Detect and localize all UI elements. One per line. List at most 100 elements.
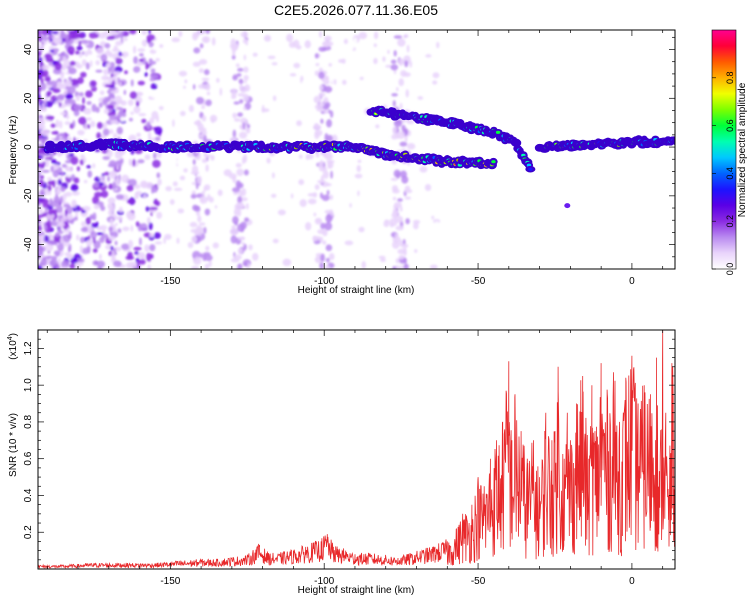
spectrogram-speckle-blob [64,209,68,217]
spectrogram-speckle-blob [205,164,209,172]
spectrogram-speckle-blob [276,265,283,269]
spectrogram-speckle-blob [326,118,333,128]
spectrogram-speckle-blob [78,40,82,47]
spectrogram-speckle-blob [53,250,61,256]
spectrogram-speckle-blob [261,108,270,113]
spectrogram-speckle-blob [127,212,136,221]
spectrogram-speckle-blob [80,226,88,233]
spectrogram-speckle-blob [204,263,210,269]
spectrogram-speckle-blob [126,184,134,192]
y-tick-label: -40 [23,237,34,252]
spectrogram-speckle-blob [395,87,399,92]
spectrogram-speckle-blob [115,40,123,46]
spectrogram-speckle-blob [195,225,203,233]
spectrogram-speckle-blob [172,181,178,187]
spectrogram-speckle-blob [56,190,61,195]
spectrogram-panel: -150 -100 -50 0 -40 -20 0 20 40 Height of strai… [8,29,676,296]
spectrogram-speckle-blob [172,119,175,128]
spectrogram-speckle-blob [206,91,211,96]
spectrogram-speckle-blob [169,199,175,205]
spectrogram-speckle-blob [380,258,386,263]
spectrogram-speckle-blob [40,198,49,205]
spectrogram-speckle-blob [58,77,62,82]
spectrogram-speckle-blob [119,116,126,122]
snr-y-label: SNR (10 * v/v) [8,413,19,477]
spectrogram-speckle-blob [432,80,438,85]
trace-core [491,160,496,164]
spectrogram-speckle-blob [263,34,272,42]
spectrogram-speckle-blob [422,61,429,66]
spectrogram-speckle-blob [200,252,203,259]
y-tick-label: -20 [23,188,34,203]
spectrogram-speckle-blob [148,30,151,35]
spectrogram-speckle-blob [248,244,253,251]
spectrogram-speckle-blob [325,257,330,263]
spectrogram-speckle-blob [205,245,210,252]
spectrogram-speckle-blob [96,47,105,55]
spectrogram-speckle-blob [45,115,55,120]
spectrogram-speckle-blob [138,58,144,63]
spectrogram-speckle-blob [93,240,101,249]
spectrogram-speckle-blob [378,255,386,259]
spectrogram-speckle-blob [342,79,347,85]
spectrogram-speckle-blob [108,171,116,176]
spectrogram-speckle-blob [237,208,242,217]
spectrogram-speckle-blob [197,123,204,131]
spectrogram-speckle-blob [296,244,301,253]
spectrogram-speckle-blob [152,137,155,142]
spectrogram-speckle-blob [57,179,62,186]
spectrogram-speckle-blob [243,66,249,73]
spectrogram-speckle-blob [314,217,323,225]
spectrogram-speckle-blob [120,30,125,35]
spectrogram-speckle-blob [133,106,141,114]
spectrogram-speckle-blob [134,192,139,200]
trace-blob [511,138,522,148]
spectrogram-speckle-blob [358,31,368,40]
spectrogram-speckle-blob [322,170,329,179]
spectrogram-speckle-blob [108,183,114,190]
spectrogram-speckle-blob [245,203,249,210]
spectrogram-speckle-blob [98,175,106,180]
spectrogram-speckle-blob [324,35,332,42]
spectrogram-speckle-blob [382,56,386,62]
spectrogram-speckle-blob [373,43,377,48]
spectrogram-speckle-blob [236,168,244,177]
spectrogram-speckle-blob [60,30,65,38]
page-title: C2E5.2026.077.11.36.E05 [274,2,438,18]
spectrogram-speckle-blob [54,62,63,71]
spectrogram-speckle-blob [175,159,184,165]
spectrogram-speckle-blob [47,180,55,186]
spectrogram-speckle-blob [237,182,244,189]
spectrogram-speckle-blob [420,35,427,43]
spectrogram-speckle-blob [107,175,110,182]
spectrogram-speckle-blob [373,57,378,65]
spectrogram-speckle-blob [216,77,220,83]
spectrogram-speckle-blob [141,30,147,36]
spectrogram-speckle-blob [425,54,432,58]
spectrogram-speckle-blob [117,228,122,234]
spectrogram-speckle-blob [210,154,215,161]
spectrogram-speckle-blob [212,242,219,249]
spectrogram-speckle-blob [90,231,97,240]
spectrogram-speckle-blob [203,226,207,234]
spectrogram-speckle-blob [424,184,432,192]
spectrogram-speckle-blob [146,181,153,190]
spectrogram-speckle-blob [96,226,103,231]
spectrogram-speckle-blob [126,198,136,204]
spectrogram-speckle-blob [116,126,123,135]
spectrogram-speckle-blob [44,137,49,141]
spectrogram-speckle-blob [60,133,65,137]
spectrogram-speckle-blob [290,193,294,199]
spectrogram-speckle-blob [41,30,49,36]
spectrogram-speckle-blob [243,74,249,81]
spectrogram-speckle-blob [42,203,50,209]
spectrogram-speckle-blob [75,95,81,102]
x-tick-label: -150 [160,576,180,587]
spectrogram-speckle-blob [84,50,89,57]
spectrogram-speckle-blob [271,172,275,179]
spectrogram-speckle-blob [149,117,155,124]
spectrogram-speckle-blob [419,166,428,173]
spectrogram-speckle-blob [123,108,126,113]
spectrogram-speckle-blob [102,128,110,136]
spectrogram-speckle-blob [344,240,354,246]
